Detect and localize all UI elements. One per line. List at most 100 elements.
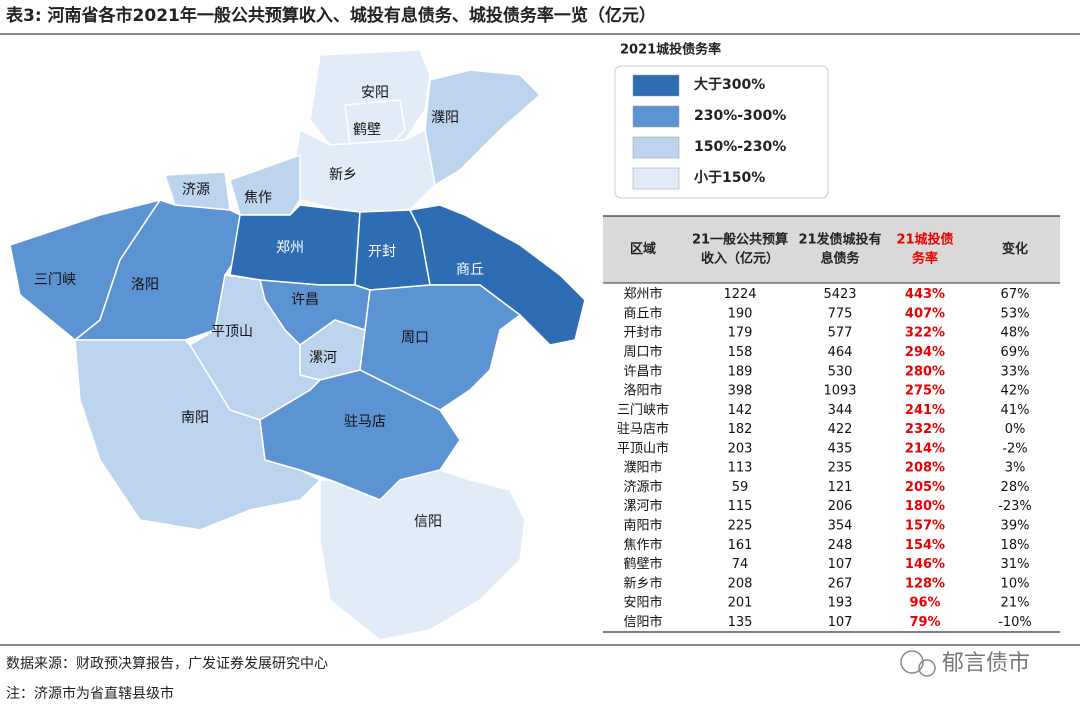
table-cell: 42% [1001, 384, 1030, 399]
watermark-icon [900, 650, 936, 677]
table-cell: 115 [728, 499, 753, 514]
table-cell: 安阳市 [623, 595, 662, 611]
table-cell: 157% [905, 518, 945, 533]
table-header: 务率 [912, 251, 938, 267]
table-cell: 信阳市 [623, 614, 662, 630]
region-label: 商丘 [456, 262, 484, 278]
region-label: 周口 [401, 330, 429, 346]
region [424, 69, 542, 187]
table-cell: 232% [905, 422, 945, 437]
table-cell: 180% [905, 499, 945, 514]
table-cell: 53% [1001, 306, 1030, 321]
table-cell: 464 [828, 345, 853, 360]
table-cell: 48% [1001, 326, 1030, 341]
legend-swatch [632, 136, 680, 159]
legend-label: 150%-230% [694, 139, 786, 155]
legend-swatch [632, 167, 680, 190]
table-cell: 郑州市 [623, 286, 662, 302]
table-cell: 21% [1001, 596, 1030, 611]
legend-label: 大于300% [694, 76, 765, 93]
region-label: 开封 [368, 244, 396, 260]
table-header: 21发债城投有 [798, 232, 881, 248]
table-cell: -23% [998, 499, 1032, 514]
table-header: 区域 [630, 241, 656, 257]
table-cell: 41% [1001, 403, 1030, 418]
legend-swatch [632, 74, 680, 97]
table-cell: 275% [905, 384, 945, 399]
table-cell: 241% [905, 403, 945, 418]
table-cell: 开封市 [623, 325, 662, 341]
table-cell: 775 [828, 306, 853, 321]
table-cell: 周口市 [623, 344, 662, 360]
table-cell: 3% [1005, 461, 1026, 476]
table-cell: 203 [728, 441, 753, 456]
region-label: 濮阳 [431, 110, 459, 126]
table-cell: 5423 [823, 287, 856, 302]
table-cell: 443% [905, 287, 945, 302]
table-cell: 1224 [723, 287, 756, 302]
table-cell: 三门峡市 [617, 402, 669, 418]
legend-label: 230%-300% [694, 108, 786, 124]
table-header: 息债务 [820, 251, 860, 267]
table-cell: 驻马店市 [617, 421, 669, 437]
table-cell: 18% [1001, 538, 1030, 553]
table-cell: 354 [828, 518, 853, 533]
table-cell: 530 [828, 364, 853, 379]
table-cell: 79% [909, 615, 940, 630]
table-cell: 许昌市 [623, 363, 662, 379]
table-cell: 235 [828, 461, 853, 476]
table-cell: 154% [905, 538, 945, 553]
table-cell: 577 [828, 326, 853, 341]
table-cell: 322% [905, 326, 945, 341]
legend-title: 2021城投债务率 [620, 42, 721, 58]
note: 注：济源市为省直辖县级市 [6, 685, 174, 702]
region-label: 安阳 [361, 85, 389, 101]
table-cell: 濮阳市 [623, 460, 662, 476]
table-cell: 135 [728, 615, 753, 630]
legend-box [614, 65, 829, 199]
region-label: 济源 [182, 182, 210, 198]
source: 数据来源：财政预决算报告，广发证券发展研究中心 [6, 656, 328, 672]
table-cell: 33% [1001, 364, 1030, 379]
table-cell: 焦作市 [623, 537, 662, 553]
legend-swatch [632, 105, 680, 128]
table-cell: 平顶山市 [617, 440, 669, 456]
region-label: 许昌 [291, 292, 319, 308]
region [74, 339, 322, 531]
region-label: 焦作 [244, 190, 272, 206]
table-header: 21城投债 [896, 232, 953, 248]
table-cell: 128% [905, 576, 945, 591]
table-cell: 107 [828, 557, 853, 572]
region-label: 驻马店 [344, 414, 386, 430]
region [319, 469, 526, 641]
table-cell: 398 [728, 384, 753, 399]
table-cell: 193 [828, 596, 853, 611]
table-cell: 201 [728, 596, 753, 611]
region-label: 洛阳 [131, 277, 159, 293]
region-label: 郑州 [276, 240, 304, 256]
table-cell: 1093 [823, 384, 856, 399]
table-header: 21一般公共预算 [692, 232, 788, 248]
table-cell: 鹤壁市 [623, 556, 662, 572]
table-cell: 39% [1001, 518, 1030, 533]
table-cell: 146% [905, 557, 945, 572]
table-header: 收入（亿元） [701, 251, 779, 267]
table-cell: 113 [728, 461, 753, 476]
table-cell: 10% [1001, 576, 1030, 591]
table-cell: 225 [728, 518, 753, 533]
table-cell: 208% [905, 461, 945, 476]
region [359, 284, 522, 411]
table-cell: -2% [1002, 441, 1027, 456]
region-label: 平顶山 [211, 324, 253, 340]
table-cell: 182 [728, 422, 753, 437]
table-cell: 南阳市 [623, 517, 662, 533]
table-cell: 96% [909, 596, 940, 611]
table-cell: 59 [732, 480, 749, 495]
table-cell: 267 [828, 576, 853, 591]
table-header: 变化 [1002, 241, 1028, 257]
table-header-bg [603, 216, 1060, 283]
table-cell: 28% [1001, 480, 1030, 495]
